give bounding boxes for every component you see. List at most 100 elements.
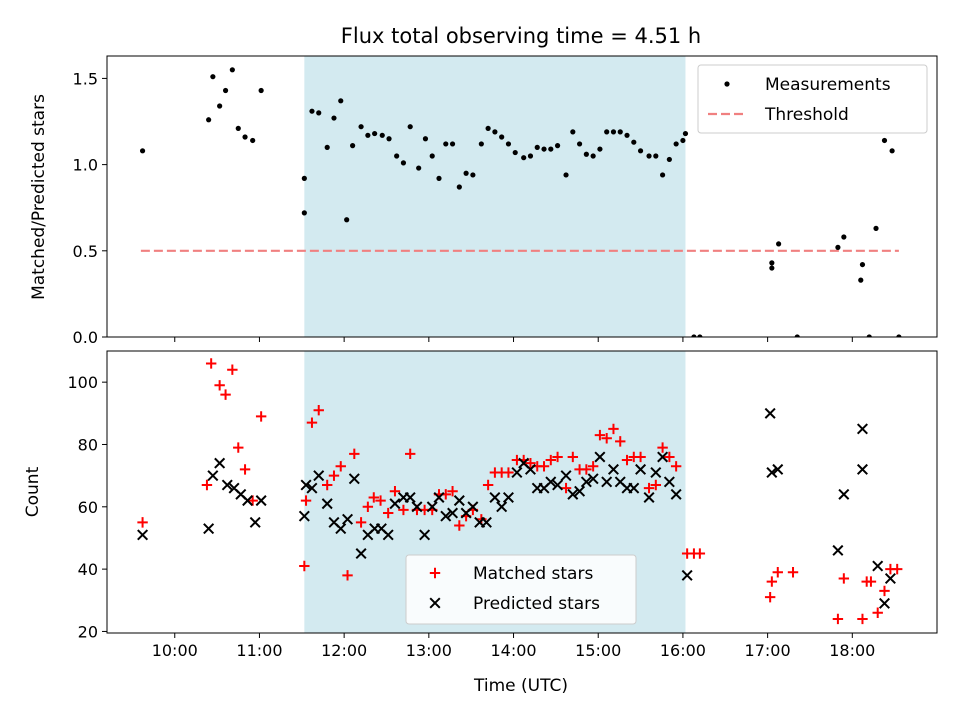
data-point: [331, 115, 337, 121]
data-point: [682, 130, 689, 137]
data-point: [631, 139, 637, 145]
data-point: [355, 517, 367, 528]
data-point: [344, 217, 350, 223]
data-point: [348, 473, 360, 485]
data-point: [524, 463, 536, 475]
data-point: [872, 560, 884, 572]
data-point: [663, 476, 675, 488]
data-point: [485, 125, 491, 132]
x-tick-label: 12:00: [321, 641, 367, 660]
data-point: [610, 129, 617, 135]
data-point: [617, 129, 623, 135]
data-point: [217, 103, 223, 109]
data-point: [832, 544, 844, 556]
data-point: [301, 210, 307, 216]
data-point: [355, 548, 367, 560]
data-point: [394, 153, 400, 159]
data-point: [350, 143, 356, 149]
y-axis-label: Count: [23, 466, 43, 517]
data-point: [884, 572, 896, 584]
y-tick-label: 40: [78, 560, 98, 579]
data-point: [426, 501, 438, 513]
data-point: [463, 170, 469, 176]
data-point: [229, 67, 235, 73]
axes-frame: [106, 350, 938, 634]
data-point: [859, 261, 866, 268]
data-point: [548, 146, 554, 152]
data-point: [856, 423, 868, 435]
y-tick-label: 20: [78, 622, 98, 641]
data-point: [624, 132, 630, 138]
data-point: [628, 482, 640, 494]
data-point: [594, 429, 606, 441]
data-point: [670, 461, 682, 472]
data-point: [386, 136, 392, 142]
data-point: [375, 495, 386, 506]
data-point: [255, 411, 267, 422]
data-point: [673, 141, 679, 147]
data-point: [552, 451, 563, 463]
data-point: [858, 277, 864, 283]
data-point: [324, 144, 330, 150]
data-point: [664, 451, 675, 463]
data-point: [443, 141, 449, 147]
data-point: [214, 380, 225, 391]
data-point: [301, 175, 307, 181]
data-point: [335, 461, 346, 472]
data-point: [400, 160, 407, 166]
data-point: [470, 172, 476, 178]
data-point: [201, 479, 213, 491]
data-point: [342, 513, 354, 525]
data-point: [607, 463, 619, 475]
data-point: [440, 510, 452, 522]
data-point: [521, 155, 527, 161]
data-point: [433, 491, 445, 503]
data-point: [496, 501, 508, 513]
data-point: [220, 389, 231, 400]
data-point: [879, 585, 890, 597]
data-point: [247, 495, 258, 506]
data-point: [137, 529, 149, 541]
data-point: [527, 153, 534, 159]
x-tick-label: 13:00: [406, 641, 452, 660]
data-point: [772, 567, 783, 578]
data-point: [321, 498, 333, 510]
data-point: [502, 491, 514, 503]
data-point: [590, 153, 596, 159]
data-point: [896, 334, 902, 337]
data-point: [411, 501, 423, 513]
data-point: [407, 124, 413, 130]
data-point: [560, 482, 572, 494]
data-point: [538, 461, 550, 472]
data-point: [358, 124, 364, 130]
data-point: [865, 576, 877, 587]
data-point: [511, 467, 523, 479]
data-point: [766, 576, 778, 587]
x-tick-label: 15:00: [575, 641, 621, 660]
data-point: [480, 516, 492, 528]
data-point: [313, 405, 324, 416]
data-point: [841, 234, 847, 240]
data-point: [583, 151, 589, 157]
data-point: [635, 463, 647, 475]
data-point: [587, 473, 599, 485]
data-point: [881, 137, 888, 144]
data-point: [567, 451, 579, 463]
data-point: [580, 476, 592, 488]
legend: Measurements Threshold: [697, 64, 928, 134]
data-point: [447, 486, 458, 497]
legend-marker-matched: [429, 567, 441, 579]
data-point: [389, 498, 401, 510]
data-point: [653, 153, 659, 159]
data-point: [857, 613, 868, 625]
data-point: [372, 130, 378, 137]
data-point: [328, 470, 340, 481]
data-point: [389, 486, 401, 497]
data-point: [365, 132, 371, 138]
data-point: [492, 129, 498, 135]
data-point: [447, 507, 459, 519]
data-point: [322, 479, 333, 491]
data-point: [300, 479, 312, 491]
y-tick-label: 1.5: [73, 69, 98, 88]
y-axis-label: Matched/Predicted stars: [29, 94, 49, 300]
